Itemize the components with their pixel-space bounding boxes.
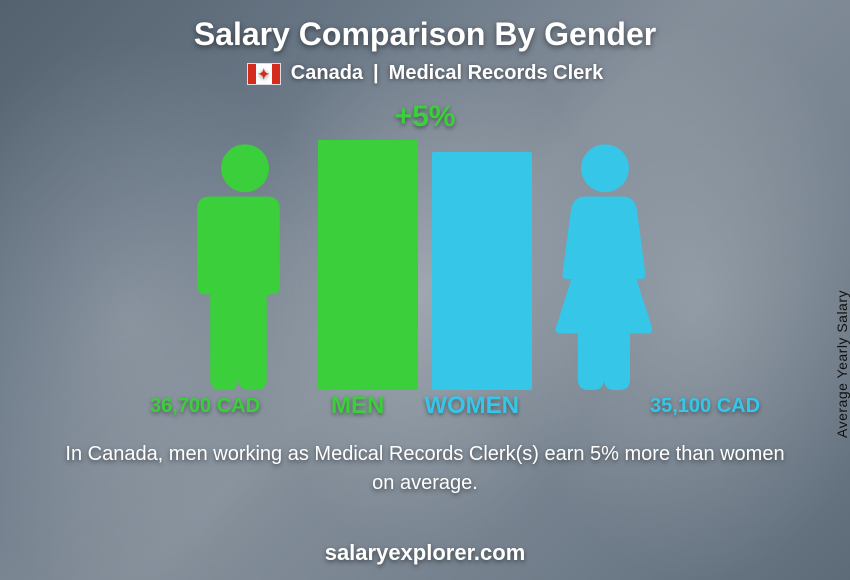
chart-area: +5% MEN WOMEN 36,700 CAD 35,100 CAD xyxy=(0,100,850,420)
separator: | xyxy=(373,62,379,85)
women-label: WOMEN xyxy=(424,392,519,420)
bar-women xyxy=(432,152,532,390)
percent-diff-label: +5% xyxy=(395,100,456,134)
men-label: MEN xyxy=(331,392,384,420)
men-salary-value: 36,700 CAD xyxy=(150,395,260,418)
subtitle-row: ✦ Canada | Medical Records Clerk xyxy=(0,62,850,85)
role-label: Medical Records Clerk xyxy=(389,62,604,85)
canada-flag-icon: ✦ xyxy=(247,63,281,85)
female-person-icon xyxy=(550,140,660,390)
vertical-axis-label: Average Yearly Salary xyxy=(834,290,850,438)
page-title: Salary Comparison By Gender xyxy=(0,16,850,53)
country-label: Canada xyxy=(291,62,363,85)
women-salary-value: 35,100 CAD xyxy=(650,395,760,418)
footer-attribution: salaryexplorer.com xyxy=(0,540,850,566)
gender-labels: MEN WOMEN xyxy=(331,392,519,420)
male-person-icon xyxy=(190,140,300,390)
infographic-stage: Salary Comparison By Gender ✦ Canada | M… xyxy=(0,0,850,580)
caption-text: In Canada, men working as Medical Record… xyxy=(60,440,790,498)
bar-group xyxy=(318,140,532,390)
bar-men xyxy=(318,140,418,390)
